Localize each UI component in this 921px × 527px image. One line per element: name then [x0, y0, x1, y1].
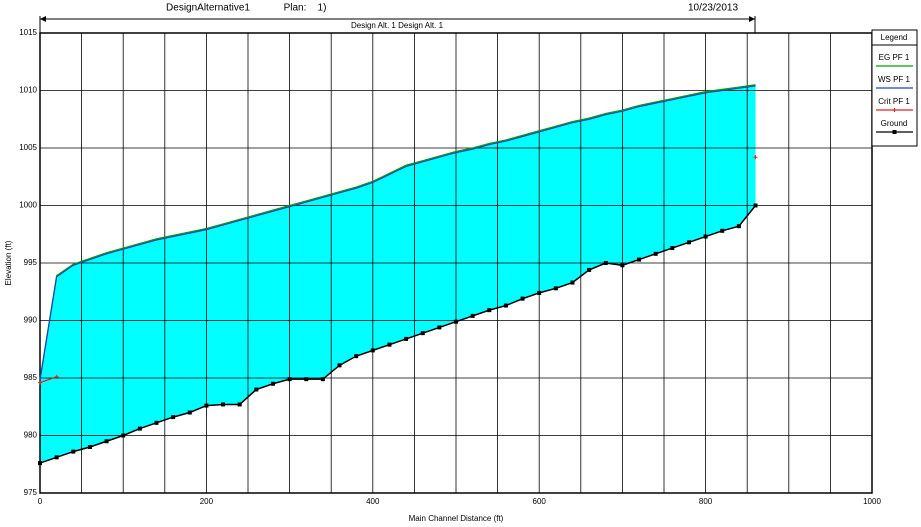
plan-label: Plan: [284, 3, 307, 14]
series-marker [736, 224, 741, 229]
series-marker [54, 455, 59, 460]
series-marker [503, 303, 508, 308]
series-marker [370, 348, 375, 353]
legend-label: WS PF 1 [878, 75, 911, 84]
x-tick-label: 200 [200, 497, 214, 506]
series-marker [287, 377, 292, 382]
water-fill [40, 85, 756, 464]
x-tick-label: 600 [533, 497, 547, 506]
series-marker [420, 331, 425, 336]
legend-marker [892, 108, 897, 112]
series-line [39, 205, 757, 464]
y-tick-label: 995 [24, 258, 38, 267]
series-line [39, 84, 756, 380]
x-tick-label: 1000 [863, 497, 881, 506]
series-marker [38, 461, 42, 466]
series-marker [686, 240, 691, 245]
series-line [39, 85, 756, 381]
series-marker [154, 420, 159, 425]
series-marker [720, 228, 725, 233]
series-marker [553, 286, 558, 291]
y-tick-label: 1005 [19, 143, 37, 152]
series-marker [320, 377, 325, 382]
date: 10/23/2013 [688, 3, 738, 14]
series-marker [620, 263, 625, 268]
series-marker [753, 155, 758, 160]
series-marker [653, 251, 658, 256]
x-tick-label: 800 [699, 497, 713, 506]
y-tick-label: 975 [24, 488, 38, 497]
series-marker [71, 449, 76, 454]
series-marker [454, 319, 458, 324]
series-marker [137, 426, 142, 431]
legend-title: Legend [881, 33, 908, 42]
x-tick-label: 0 [38, 497, 43, 506]
legend-label: EG PF 1 [879, 53, 910, 62]
legend-marker [892, 130, 897, 134]
series-marker [487, 308, 492, 313]
plan-number: 1) [318, 3, 327, 14]
series-marker [404, 336, 409, 341]
plot-border [39, 32, 873, 494]
series-marker [104, 439, 109, 444]
series-marker [171, 415, 176, 420]
legend-label: Crit PF 1 [878, 97, 910, 106]
series-marker [38, 380, 42, 385]
reach-label: Design Alt. 1 Design Alt. 1 [351, 21, 444, 30]
x-tick-label: 400 [366, 497, 380, 506]
plot-area [38, 32, 873, 494]
series-marker [437, 325, 442, 330]
series-marker [121, 433, 126, 438]
series-marker [537, 290, 542, 295]
y-axis-label: Elevation (ft) [4, 240, 13, 285]
series-marker [520, 296, 525, 301]
series-marker [270, 381, 275, 386]
series-marker [470, 313, 475, 318]
series-marker [221, 402, 226, 407]
series-marker [587, 267, 592, 272]
series-marker [670, 246, 675, 251]
legend-label: Ground [881, 119, 908, 128]
series-marker [603, 261, 608, 265]
series-marker [703, 234, 708, 239]
series-marker [87, 445, 92, 449]
series-marker [54, 374, 59, 379]
y-tick-label: 1000 [19, 201, 37, 210]
series-line [39, 376, 57, 384]
y-tick-label: 980 [24, 431, 38, 440]
series-marker [187, 410, 192, 415]
y-tick-label: 990 [24, 316, 38, 325]
series-marker [637, 257, 642, 262]
y-tick-label: 1010 [19, 86, 37, 95]
series-marker [304, 377, 309, 382]
series-marker [204, 403, 209, 408]
x-axis-label: Main Channel Distance (ft) [409, 514, 504, 523]
plan-name: DesignAlternative1 [166, 3, 250, 14]
series-marker [237, 402, 242, 407]
series-marker [387, 342, 392, 347]
series-marker [570, 280, 575, 285]
y-tick-label: 985 [24, 373, 38, 382]
series-marker [753, 203, 758, 208]
y-tick-label: 1015 [19, 28, 37, 37]
series-marker [354, 354, 359, 359]
series-marker [254, 387, 259, 392]
series-marker [337, 363, 342, 368]
